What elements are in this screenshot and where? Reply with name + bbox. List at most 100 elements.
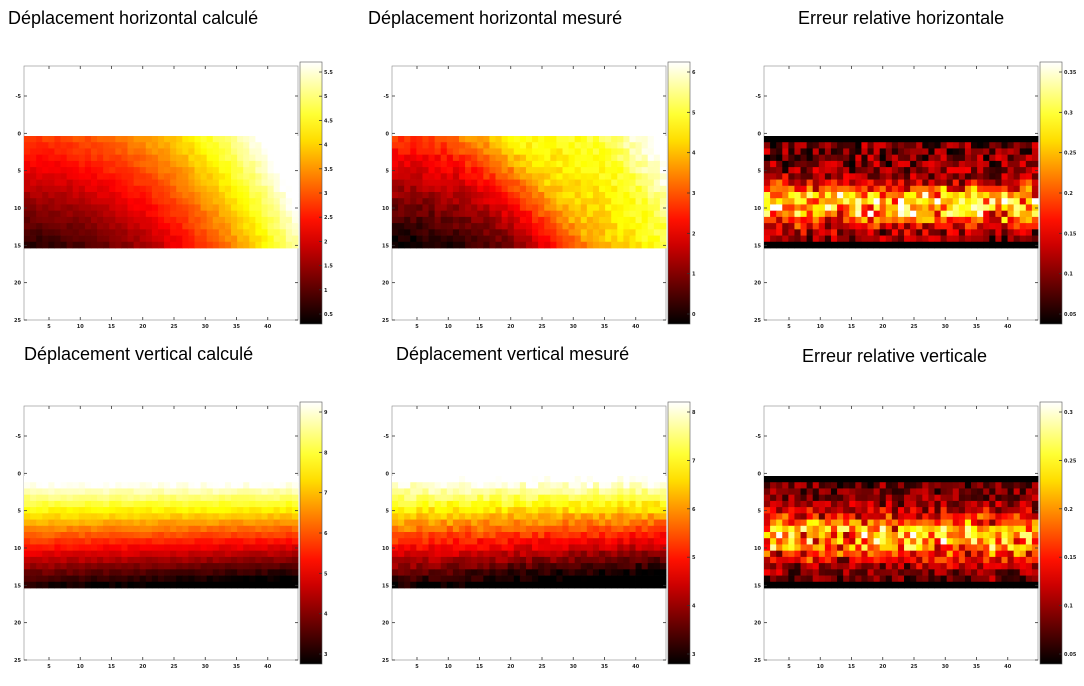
heatmap-cell bbox=[237, 532, 244, 539]
heatmap-cell bbox=[946, 494, 954, 502]
colorbar-tick-label: 6 bbox=[324, 531, 328, 537]
heatmap-cell bbox=[995, 500, 1002, 508]
heatmap-cell bbox=[243, 556, 250, 564]
heatmap-cell bbox=[592, 519, 600, 527]
heatmap-cell bbox=[623, 476, 630, 483]
heatmap-cell bbox=[910, 142, 917, 149]
heatmap-cell bbox=[1007, 229, 1015, 236]
heatmap-cell bbox=[519, 494, 527, 502]
heatmap-cell bbox=[42, 556, 49, 564]
heatmap-cell bbox=[623, 173, 630, 180]
heatmap-cell bbox=[513, 167, 521, 174]
heatmap-cell bbox=[194, 494, 201, 502]
heatmap-cell bbox=[971, 142, 978, 149]
heatmap-cell bbox=[977, 179, 984, 187]
heatmap-cell bbox=[574, 507, 582, 514]
heatmap-cell bbox=[806, 550, 814, 558]
heatmap-cell bbox=[550, 241, 557, 249]
heatmap-cell bbox=[910, 185, 917, 193]
heatmap-cell bbox=[170, 142, 177, 149]
heatmap-cell bbox=[78, 210, 86, 218]
heatmap-cell bbox=[237, 229, 244, 236]
heatmap-cell bbox=[611, 544, 618, 552]
heatmap-cell bbox=[995, 173, 1002, 180]
heatmap-cell bbox=[611, 488, 618, 496]
heatmap-cell bbox=[1025, 235, 1033, 243]
heatmap-cell bbox=[133, 494, 141, 502]
heatmap-cell bbox=[812, 204, 820, 212]
heatmap-cell bbox=[910, 235, 917, 243]
heatmap-cell bbox=[605, 513, 612, 520]
heatmap-cell bbox=[495, 160, 502, 168]
heatmap-cell bbox=[952, 148, 960, 156]
heatmap-cell bbox=[629, 488, 636, 496]
heatmap-cell bbox=[788, 235, 795, 243]
heatmap-cell bbox=[513, 556, 521, 564]
heatmap-cell bbox=[897, 488, 905, 496]
heatmap-cell bbox=[580, 179, 588, 187]
heatmap-cell bbox=[764, 185, 771, 193]
heatmap-cell bbox=[538, 513, 545, 520]
heatmap-cell bbox=[212, 476, 220, 483]
heatmap-cell bbox=[243, 179, 250, 187]
heatmap-cell bbox=[243, 192, 250, 199]
heatmap-cell bbox=[267, 513, 275, 520]
heatmap-cell bbox=[983, 167, 990, 174]
heatmap-cell bbox=[928, 538, 935, 545]
heatmap-cell bbox=[1007, 204, 1015, 212]
heatmap-cell bbox=[78, 482, 86, 489]
heatmap-cell bbox=[1013, 241, 1021, 249]
heatmap-cell bbox=[452, 476, 460, 483]
heatmap-cell bbox=[54, 235, 61, 243]
heatmap-cell bbox=[206, 185, 214, 193]
heatmap-cell bbox=[586, 223, 594, 230]
heatmap-cell bbox=[428, 148, 436, 156]
heatmap-cell bbox=[471, 216, 478, 224]
heatmap-cell bbox=[629, 241, 636, 249]
heatmap-cell bbox=[36, 500, 43, 508]
heatmap-cell bbox=[519, 476, 527, 483]
heatmap-cell bbox=[611, 519, 618, 527]
heatmap-cell bbox=[145, 198, 153, 205]
heatmap-cell bbox=[550, 581, 557, 589]
heatmap-cell bbox=[592, 136, 600, 143]
heatmap-cell bbox=[404, 500, 411, 508]
heatmap-cell bbox=[904, 488, 911, 496]
heatmap-cell bbox=[788, 160, 795, 168]
heatmap-cell bbox=[934, 179, 941, 187]
heatmap-cell bbox=[635, 488, 643, 496]
heatmap-cell bbox=[843, 173, 850, 180]
heatmap-cell bbox=[84, 513, 92, 520]
heatmap-cell bbox=[855, 507, 862, 514]
heatmap-cell bbox=[538, 148, 545, 156]
heatmap-cell bbox=[495, 241, 502, 249]
heatmap-cell bbox=[452, 482, 460, 489]
heatmap-cell bbox=[440, 241, 448, 249]
heatmap-cell bbox=[562, 519, 569, 527]
heatmap-cell bbox=[764, 519, 771, 527]
heatmap-cell bbox=[164, 216, 171, 224]
heatmap-cell bbox=[922, 154, 929, 162]
heatmap-cell bbox=[115, 198, 122, 205]
heatmap-cell bbox=[206, 507, 214, 514]
heatmap-cell bbox=[989, 525, 996, 533]
heatmap-cell bbox=[635, 216, 643, 224]
heatmap-cell bbox=[586, 482, 594, 489]
heatmap-cell bbox=[231, 210, 238, 218]
heatmap-cell bbox=[830, 482, 838, 489]
heatmap-cell bbox=[776, 513, 783, 520]
heatmap-cell bbox=[151, 192, 159, 199]
heatmap-cell bbox=[989, 192, 996, 199]
heatmap-cell bbox=[151, 235, 159, 243]
heatmap-cell bbox=[513, 569, 521, 576]
heatmap-cell bbox=[556, 532, 563, 539]
heatmap-cell bbox=[574, 198, 582, 205]
heatmap-cell bbox=[952, 513, 960, 520]
heatmap-cell bbox=[843, 556, 850, 564]
heatmap-cell bbox=[458, 476, 466, 483]
heatmap-cell bbox=[121, 581, 128, 589]
heatmap-cell bbox=[212, 241, 220, 249]
heatmap-cell bbox=[261, 513, 268, 520]
heatmap-cell bbox=[78, 185, 86, 193]
heatmap-cell bbox=[635, 204, 643, 212]
